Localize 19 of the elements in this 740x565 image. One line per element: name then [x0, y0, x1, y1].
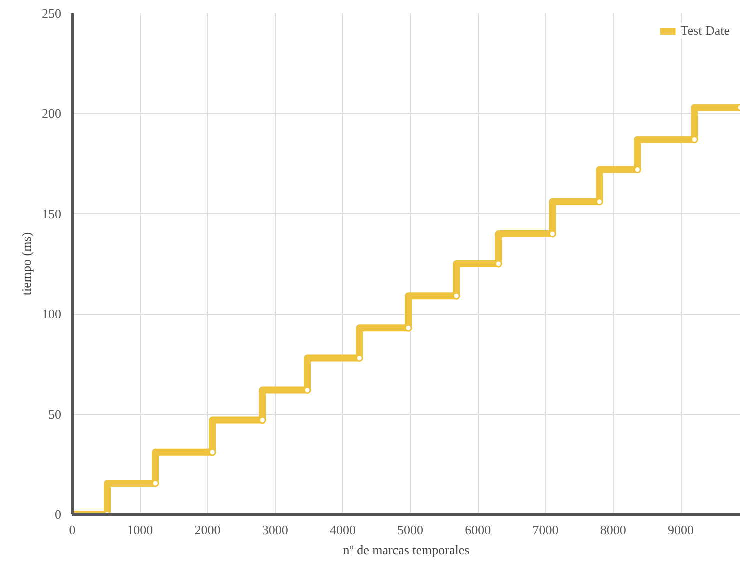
y-tick-label: 100: [42, 306, 62, 322]
x-tick-label: 3000: [262, 522, 288, 538]
y-axis-title: tiempo (ms): [19, 232, 34, 296]
y-tick-label: 0: [55, 507, 62, 522]
x-axis-title: nº de marcas temporales: [343, 542, 470, 558]
y-tick-label: 50: [48, 406, 62, 422]
x-tick-label: 8000: [600, 522, 626, 538]
x-tick-label: 1000: [127, 522, 154, 538]
x-tick-label: 4000: [330, 522, 356, 538]
y-tick-label: 250: [42, 6, 62, 21]
legend-label: Test Date: [680, 23, 730, 39]
y-tick-label: 150: [42, 206, 62, 222]
x-tick-label: 7000: [532, 522, 559, 538]
x-tick-label: 9000: [668, 522, 694, 538]
x-tick-label: 2000: [194, 522, 221, 538]
y-tick-label: 200: [42, 106, 62, 122]
x-tick-label: 5000: [398, 522, 424, 538]
x-tick-label: 0: [69, 522, 76, 538]
x-tick-label: 6000: [465, 522, 492, 538]
